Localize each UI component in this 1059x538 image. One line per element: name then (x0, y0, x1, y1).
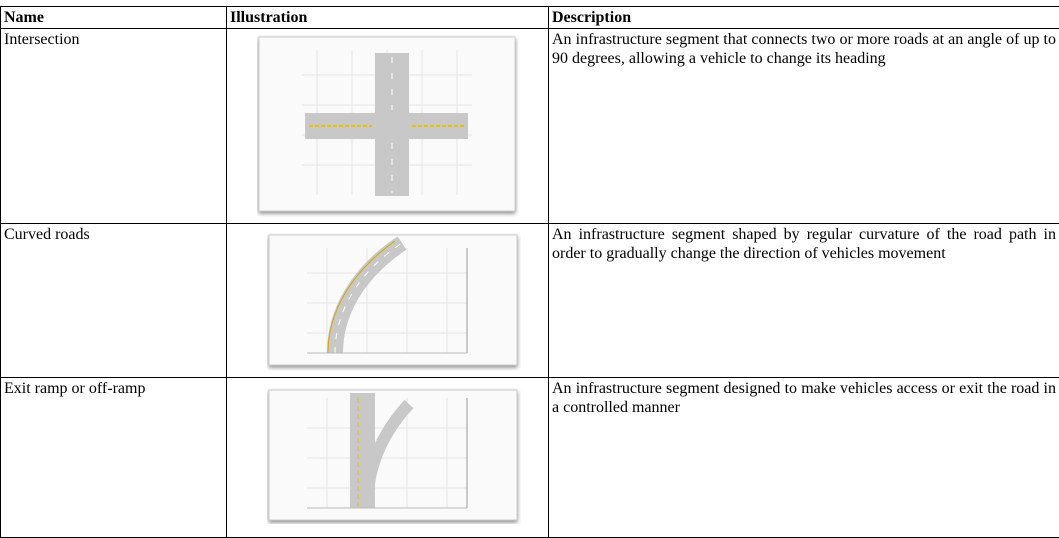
header-row: Name Illustration Description (1, 7, 1059, 29)
row: Curved roads An infrastructure segment s… (1, 224, 1059, 378)
description-cell: An infrastructure segment that connects … (549, 29, 1059, 224)
description-cell: An infrastructure segment designed to ma… (549, 378, 1059, 538)
name-cell: Intersection (1, 29, 227, 224)
header-cell: Illustration (227, 7, 549, 29)
row: Intersection An infrastructure segment t… (1, 29, 1059, 224)
exit-ramp-illustration (267, 388, 521, 524)
description-cell: An infrastructure segment shaped by regu… (549, 224, 1059, 378)
illustration-cell (227, 224, 549, 378)
row: Exit ramp or off-ramp An infrastructure … (1, 378, 1059, 538)
illustration-cell (227, 29, 549, 224)
name-cell: Curved roads (1, 224, 227, 378)
intersection-illustration (257, 35, 519, 217)
header-cell: Description (549, 7, 1059, 29)
segment-table: Name Illustration Description Intersecti… (0, 6, 1059, 538)
illustration-cell (227, 378, 549, 538)
header-cell: Name (1, 7, 227, 29)
curved-road-illustration (267, 233, 521, 371)
name-cell: Exit ramp or off-ramp (1, 378, 227, 538)
